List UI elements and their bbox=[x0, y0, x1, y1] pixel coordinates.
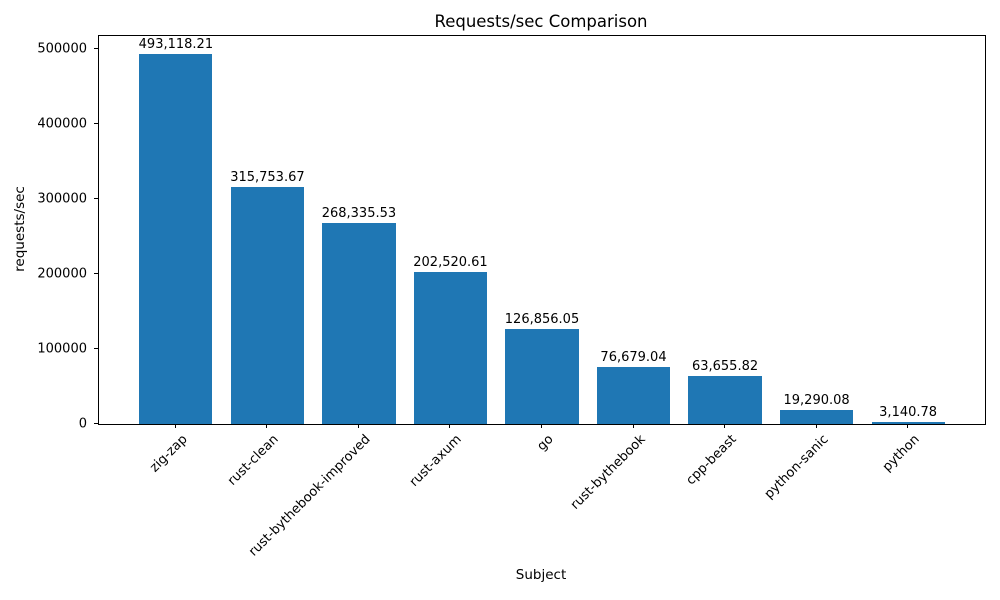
x-tick-label-python: python bbox=[879, 432, 923, 475]
y-tick-mark bbox=[94, 123, 98, 125]
x-tick-mark bbox=[541, 424, 542, 428]
bar-value-label: 315,753.67 bbox=[230, 170, 305, 186]
chart-title: Requests/sec Comparison bbox=[434, 12, 648, 31]
bar-rust-bythebook bbox=[596, 366, 671, 424]
y-tick-label: 200000 bbox=[37, 266, 87, 282]
x-tick-mark bbox=[632, 424, 634, 428]
x-tick-label-rust-axum: rust-axum bbox=[407, 432, 466, 490]
plot-area: 493,118.21 315,753.67 268,335.53 202,520.61… bbox=[98, 35, 986, 425]
bar-python bbox=[871, 421, 945, 424]
x-tick-mark bbox=[907, 424, 909, 428]
y-tick-label: 100000 bbox=[37, 341, 87, 357]
bar-rust-axum bbox=[413, 272, 488, 424]
x-tick-label-zig-zap: zig-zap bbox=[147, 432, 191, 476]
x-tick-label-go: go bbox=[534, 432, 557, 455]
y-tick-label: 300000 bbox=[37, 191, 87, 207]
bar-value-label: 63,655.82 bbox=[691, 359, 759, 375]
x-axis-label: Subject bbox=[515, 567, 567, 583]
y-tick-mark bbox=[94, 348, 98, 350]
x-tick-mark bbox=[174, 424, 176, 428]
x-tick-mark bbox=[357, 424, 359, 428]
bar-value-label: 3,140.78 bbox=[879, 404, 938, 420]
y-tick-label: 0 bbox=[78, 416, 87, 431]
y-tick-mark bbox=[94, 48, 98, 50]
y-tick-mark bbox=[94, 423, 98, 424]
x-tick-mark bbox=[266, 424, 268, 428]
bar-cpp-beast bbox=[688, 376, 762, 424]
y-tick-label: 500000 bbox=[37, 41, 87, 57]
bar-value-label: 76,679.04 bbox=[600, 349, 667, 365]
bar-value-label: 19,290.08 bbox=[783, 392, 850, 408]
bar-value-label: 202,520.61 bbox=[413, 255, 488, 271]
y-tick-label: 400000 bbox=[37, 116, 87, 132]
x-tick-label-rust-clean: rust-clean bbox=[225, 432, 283, 489]
y-tick-mark bbox=[94, 273, 98, 275]
x-tick-label-cpp-beast: cpp-beast bbox=[683, 432, 740, 489]
bar-zig-zap bbox=[139, 54, 213, 424]
x-tick-mark bbox=[449, 424, 451, 428]
bar-value-label: 268,335.53 bbox=[321, 205, 397, 221]
bar-python-sanic bbox=[779, 409, 854, 424]
bar-rust-clean bbox=[230, 187, 305, 424]
bar-rust-bythebook-improved bbox=[322, 222, 396, 424]
bar-value-label: 493,118.21 bbox=[138, 37, 214, 53]
y-tick-mark bbox=[94, 198, 98, 200]
x-tick-mark bbox=[815, 424, 817, 428]
x-tick-mark bbox=[724, 424, 726, 428]
bar-value-label: 126,856.05 bbox=[504, 311, 580, 327]
x-tick-label-rust-bythebook: rust-bythebook bbox=[567, 432, 649, 513]
bar-go bbox=[505, 328, 579, 424]
x-tick-label-python-sanic: python-sanic bbox=[761, 432, 832, 502]
